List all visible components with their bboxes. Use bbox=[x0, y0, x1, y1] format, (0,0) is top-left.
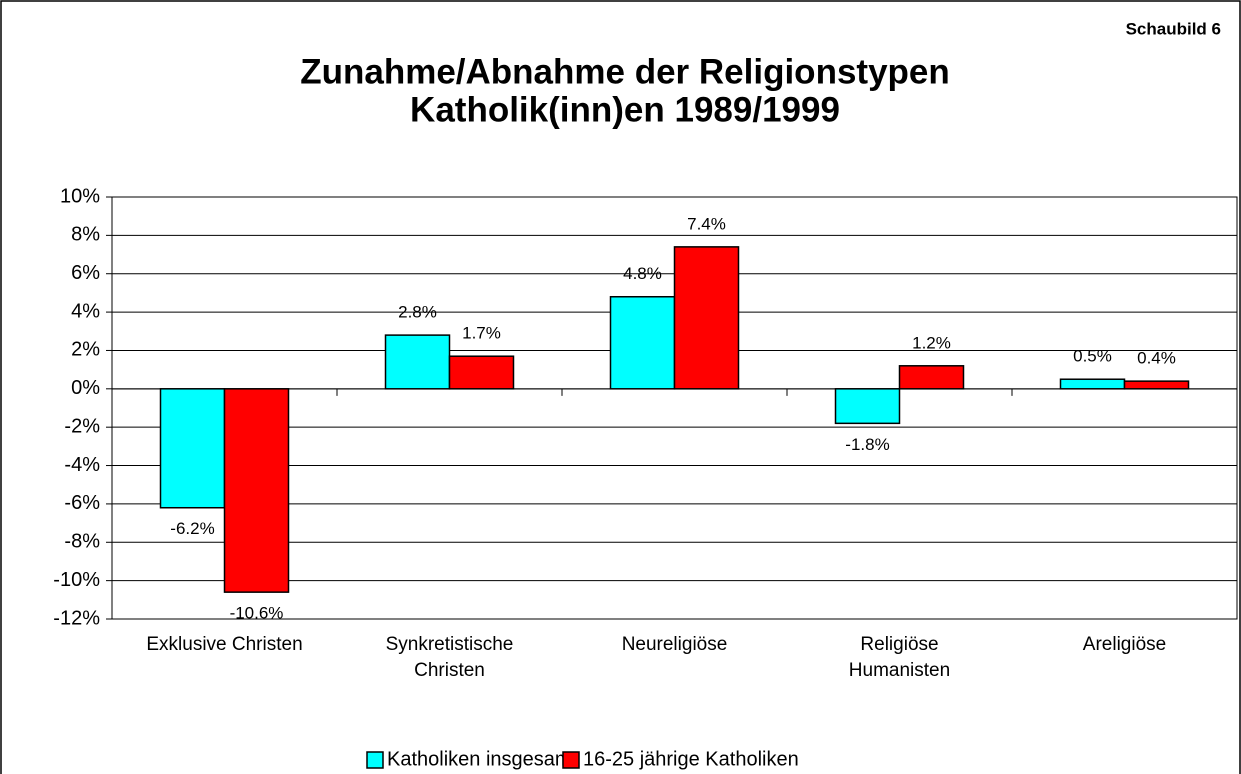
y-tick-label: -8% bbox=[64, 531, 100, 553]
legend-label: Katholiken insgesamt bbox=[387, 748, 578, 770]
y-tick-label: 10% bbox=[60, 185, 100, 207]
y-tick-label: -6% bbox=[64, 492, 100, 514]
y-tick-label: 8% bbox=[71, 224, 100, 246]
chart-title: Zunahme/Abnahme der Religionstypen bbox=[300, 52, 950, 91]
bar bbox=[159, 388, 226, 509]
value-label: -1.8% bbox=[845, 435, 889, 454]
y-tick-label: -4% bbox=[64, 454, 100, 476]
bar bbox=[448, 355, 515, 390]
bar bbox=[1123, 380, 1190, 390]
legend-label: 16-25 jährige Katholiken bbox=[583, 748, 799, 770]
y-tick-label: -2% bbox=[64, 415, 100, 437]
corner-label: Schaubild 6 bbox=[1126, 19, 1221, 38]
legend-swatch bbox=[366, 751, 384, 769]
y-tick-label: 4% bbox=[71, 300, 100, 322]
x-tick-label: Neureligiöse bbox=[621, 634, 728, 655]
value-label: 1.2% bbox=[912, 333, 951, 352]
bar bbox=[384, 334, 451, 390]
bar bbox=[834, 388, 901, 425]
bar bbox=[1059, 378, 1126, 390]
bar bbox=[223, 388, 290, 593]
x-tick-label: Religiöse Humanisten bbox=[848, 634, 951, 681]
value-label: 0.4% bbox=[1137, 349, 1176, 368]
value-label: -6.2% bbox=[170, 519, 214, 538]
bar bbox=[673, 246, 740, 390]
y-tick-label: 0% bbox=[71, 377, 100, 399]
value-label: 7.4% bbox=[687, 214, 726, 233]
y-tick-label: 2% bbox=[71, 339, 100, 361]
legend-swatch bbox=[562, 751, 580, 769]
bar bbox=[898, 365, 965, 390]
value-label: 1.7% bbox=[462, 324, 501, 343]
y-tick-label: 6% bbox=[71, 262, 100, 284]
value-label: 4.8% bbox=[623, 264, 662, 283]
y-tick-label: -12% bbox=[53, 607, 100, 629]
y-tick-label: -10% bbox=[53, 569, 100, 591]
value-label: -10.6% bbox=[230, 604, 284, 623]
chart-subtitle: Katholik(inn)en 1989/1999 bbox=[410, 90, 840, 129]
x-tick-label: Exklusive Christen bbox=[146, 634, 303, 655]
x-tick-label: Areligiöse bbox=[1082, 634, 1167, 655]
x-tick-label: Synkretistische Christen bbox=[385, 634, 514, 681]
value-label: 0.5% bbox=[1073, 347, 1112, 366]
value-label: 2.8% bbox=[398, 303, 437, 322]
bar bbox=[609, 295, 676, 390]
